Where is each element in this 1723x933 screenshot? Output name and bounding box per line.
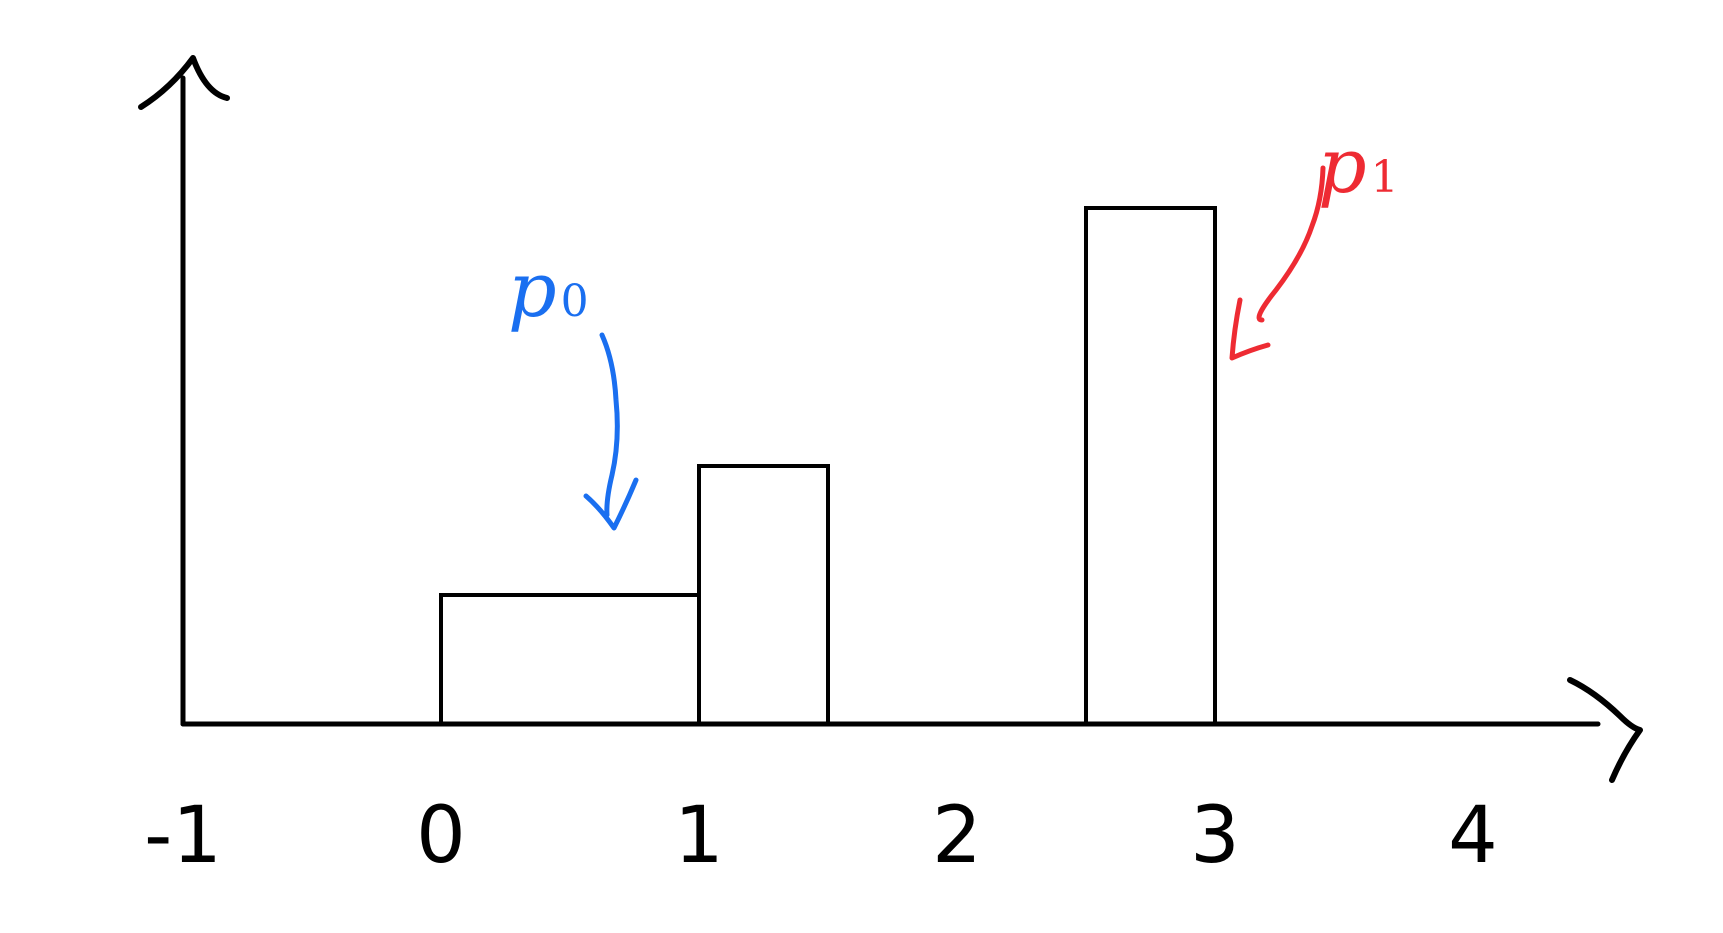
x-tick-labels: -1 0 1 2 3 4: [144, 791, 1498, 881]
x-tick-label: 4: [1448, 791, 1498, 881]
annotation-subscript: 0: [561, 276, 589, 327]
x-tick-label: -1: [144, 791, 222, 881]
annotation-label-p0: p0: [508, 245, 589, 334]
x-tick-label: 2: [932, 791, 982, 881]
bar-0: [439, 593, 701, 724]
x-tick-label: 0: [416, 791, 466, 881]
bar-2: [1084, 206, 1217, 724]
bars: [439, 206, 1217, 724]
annotation-letter: p: [1318, 121, 1367, 210]
x-tick-label: 1: [674, 791, 724, 881]
annotation-subscript: 1: [1371, 152, 1399, 203]
bar-1: [697, 464, 830, 724]
annotation-label-p1: p1: [1318, 121, 1399, 210]
annotation-letter: p: [508, 245, 557, 334]
y-axis-arrowhead: [138, 55, 230, 110]
annotation-arrow-p0: [583, 332, 639, 531]
x-axis-arrowhead: [1567, 677, 1643, 783]
annotation-arrow-p1: [1229, 165, 1326, 361]
axes: [138, 55, 1643, 783]
x-tick-label: 3: [1190, 791, 1240, 881]
